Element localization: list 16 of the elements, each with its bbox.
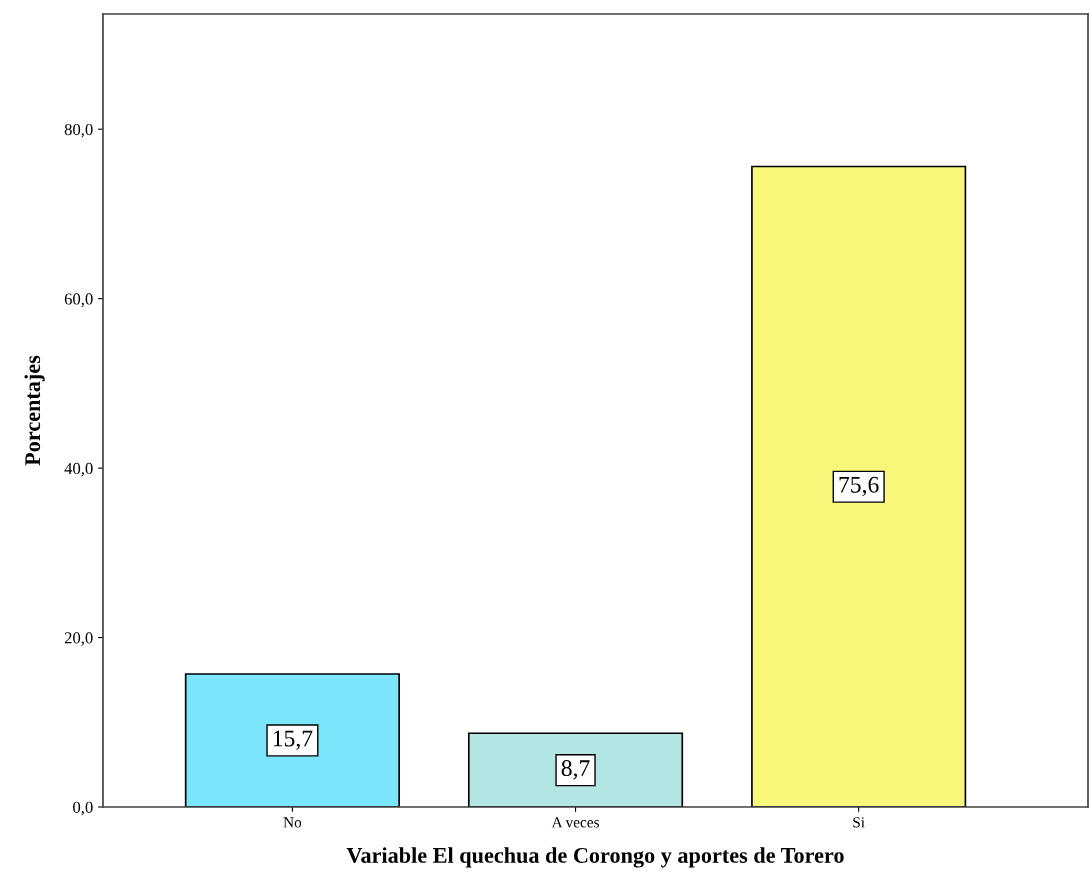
data-label: 8,7 xyxy=(561,760,590,780)
x-tick-label: No xyxy=(283,817,302,828)
bar xyxy=(467,732,684,807)
y-tick-label: 80,0 xyxy=(64,123,93,138)
y-tick-label: 40,0 xyxy=(64,462,93,477)
x-tick-label: Si xyxy=(853,817,865,828)
bar xyxy=(751,165,967,807)
x-axis-title: Variable El quechua de Corongo y aportes de Torero xyxy=(346,847,844,868)
bar xyxy=(184,673,400,807)
y-tick-label: 60,0 xyxy=(64,293,93,308)
y-axis-title: Porcentajes xyxy=(24,355,45,466)
y-tick-label: 0,0 xyxy=(73,801,93,816)
data-label: 75,6 xyxy=(839,476,879,497)
x-tick-label: A veces xyxy=(551,817,599,828)
y-tick-label: 20,0 xyxy=(64,632,93,646)
data-label: 15,7 xyxy=(273,730,313,750)
